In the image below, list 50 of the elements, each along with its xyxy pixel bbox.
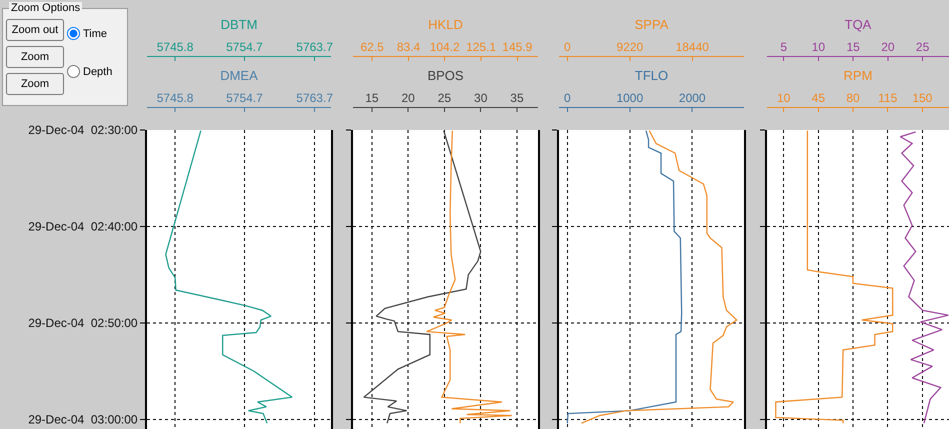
text: Zoom out	[6, 19, 64, 41]
x2-tick-label: 18440	[676, 40, 710, 54]
x2-axis-title: TQA	[844, 17, 872, 32]
x2-axis-title: HKLD	[428, 17, 463, 32]
x2-tick-label: 20	[881, 40, 895, 54]
x2-axis-title: SPPA	[634, 17, 669, 32]
x2-tick-label: 5754.7	[226, 40, 264, 54]
x-tick-label: 115	[878, 91, 898, 106]
x2-tick-label: 83.4	[396, 40, 421, 54]
x-tick-label: 0	[564, 91, 572, 106]
x-axis-title: DMEA	[220, 68, 258, 84]
x-tick-label: 10	[776, 91, 791, 106]
x2-tick-label: 25	[916, 40, 930, 54]
x-tick-label: 20	[401, 91, 416, 106]
x2-tick-label: 10	[812, 40, 826, 54]
text: Time	[83, 28, 108, 40]
x2-tick-label: 0	[564, 40, 571, 54]
x-axis-title: BPOS	[427, 68, 464, 84]
text: Depth	[83, 66, 112, 78]
text: Zoom	[6, 46, 64, 68]
y-tick-label: 29-Dec-04 02:30:00	[28, 123, 138, 138]
x-tick-label: 5754.7	[226, 91, 264, 106]
x-tick-label: 5763.7	[296, 91, 334, 106]
x-tick-label: 35	[510, 91, 524, 106]
x2-tick-label: 5763.7	[296, 40, 334, 54]
x2-tick-label: 104.2	[430, 40, 460, 54]
x-axis-title: RPM	[844, 68, 872, 84]
x2-axis-title: DBTM	[220, 17, 258, 32]
x-tick-label: 150	[912, 91, 933, 106]
x2-tick-label: 9220	[616, 40, 644, 54]
text: Zoom	[6, 73, 64, 95]
x-tick-label: 45	[812, 91, 826, 106]
y-tick-label: 29-Dec-04 02:50:00	[28, 316, 138, 330]
x2-tick-label: 15	[846, 40, 860, 54]
y-tick-label: 29-Dec-04 02:40:00	[28, 220, 138, 234]
x2-tick-label: 145.9	[502, 40, 533, 54]
x-tick-label: 25	[438, 91, 452, 106]
x-tick-label: 2000	[678, 91, 706, 106]
y-tick-label: 29-Dec-04 03:00:00	[28, 412, 138, 427]
text: Zoom Options	[9, 2, 82, 15]
x-tick-label: 1000	[616, 91, 644, 106]
x-tick-label: 30	[474, 91, 488, 106]
x2-tick-label: 5745.8	[156, 40, 194, 54]
x-tick-label: 80	[846, 91, 860, 106]
x2-tick-label: 62.5	[360, 40, 384, 54]
x-axis-title: TFLO	[634, 68, 668, 84]
x2-tick-label: 5	[780, 40, 788, 54]
x-tick-label: 5745.8	[156, 91, 194, 106]
x-tick-label: 15	[365, 91, 379, 106]
x2-tick-label: 125.1	[466, 40, 496, 54]
